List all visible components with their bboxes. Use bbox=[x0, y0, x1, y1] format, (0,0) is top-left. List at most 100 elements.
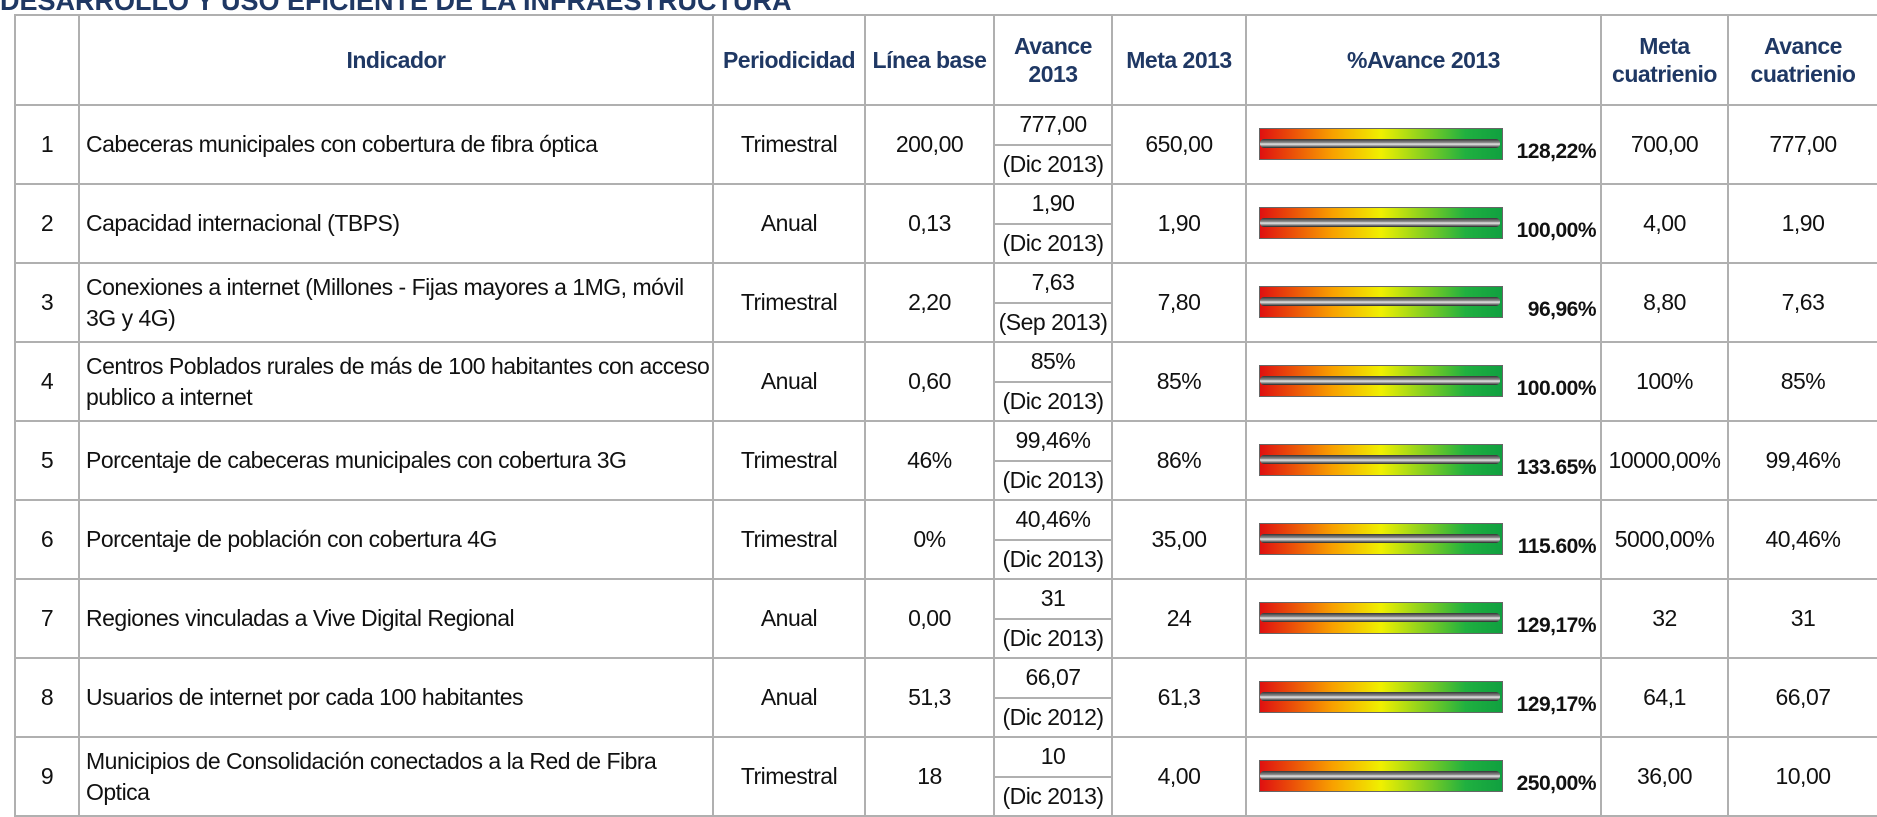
term-goal: 100% bbox=[1600, 341, 1729, 422]
term-progress: 40,46% bbox=[1727, 499, 1877, 580]
gauge-cell: 129,17% bbox=[1245, 657, 1602, 738]
header-cell: Periodicidad bbox=[712, 14, 866, 106]
gauge bbox=[1259, 681, 1503, 713]
progress-box: 7,63 (Sep 2013) bbox=[996, 265, 1110, 341]
gauge-cell: 96,96% bbox=[1245, 262, 1602, 343]
progress-box: 99,46% (Dic 2013) bbox=[996, 423, 1110, 499]
progress-date: (Dic 2013) bbox=[996, 617, 1110, 657]
indicator: Porcentaje de población con cobertura 4G bbox=[78, 499, 714, 580]
gauge-cell: 100,00% bbox=[1245, 183, 1602, 264]
periodicity: Anual bbox=[712, 183, 866, 264]
percent: 100,00% bbox=[1516, 219, 1597, 242]
header-cell: Meta cuatrienio bbox=[1600, 14, 1729, 106]
progress-date: (Sep 2013) bbox=[996, 301, 1110, 341]
row-number: 3 bbox=[14, 262, 80, 343]
progress-cell: 777,00 (Dic 2013) bbox=[993, 104, 1113, 185]
indicator: Regiones vinculadas a Vive Digital Regio… bbox=[78, 578, 714, 659]
goal: 4,00 bbox=[1111, 736, 1247, 817]
progress-box: 66,07 (Dic 2012) bbox=[996, 660, 1110, 736]
term-progress: 85% bbox=[1727, 341, 1877, 422]
progress-cell: 66,07 (Dic 2012) bbox=[993, 657, 1113, 738]
baseline: 0,00 bbox=[864, 578, 995, 659]
gauge-needle bbox=[1260, 297, 1500, 306]
baseline: 0,60 bbox=[864, 341, 995, 422]
table-row: 1 Cabeceras municipales con cobertura de … bbox=[14, 104, 1877, 185]
gauge-cell: 133.65% bbox=[1245, 420, 1602, 501]
term-goal: 5000,00% bbox=[1600, 499, 1729, 580]
periodicity: Trimestral bbox=[712, 104, 866, 185]
progress-value: 99,46% bbox=[1015, 427, 1091, 454]
percent: 133.65% bbox=[1516, 456, 1597, 479]
goal: 1,90 bbox=[1111, 183, 1247, 264]
gauge bbox=[1259, 286, 1503, 318]
goal: 24 bbox=[1111, 578, 1247, 659]
header-cell: Línea base bbox=[864, 14, 995, 106]
term-goal: 8,80 bbox=[1600, 262, 1729, 343]
goal: 7,80 bbox=[1111, 262, 1247, 343]
percent: 128,22% bbox=[1516, 140, 1597, 163]
baseline: 0,13 bbox=[864, 183, 995, 264]
progress-box: 40,46% (Dic 2013) bbox=[996, 502, 1110, 578]
progress-box: 777,00 (Dic 2013) bbox=[996, 107, 1110, 182]
gauge bbox=[1259, 128, 1503, 160]
term-goal: 10000,00% bbox=[1600, 420, 1729, 501]
periodicity: Anual bbox=[712, 657, 866, 738]
term-goal: 64,1 bbox=[1600, 657, 1729, 738]
indicator: Centros Poblados rurales de más de 100 h… bbox=[78, 341, 714, 422]
progress-box: 10 (Dic 2013) bbox=[996, 739, 1110, 815]
progress-date: (Dic 2013) bbox=[996, 380, 1110, 420]
gauge-cell: 115.60% bbox=[1245, 499, 1602, 580]
progress-date: (Dic 2013) bbox=[996, 538, 1110, 578]
progress-date: (Dic 2013) bbox=[996, 459, 1110, 499]
gauge-needle bbox=[1260, 771, 1500, 780]
periodicity: Trimestral bbox=[712, 499, 866, 580]
table-row: 9 Municipios de Consolidación conectados … bbox=[14, 736, 1877, 817]
indicator: Porcentaje de cabeceras municipales con … bbox=[78, 420, 714, 501]
term-progress: 31 bbox=[1727, 578, 1877, 659]
percent: 129,17% bbox=[1516, 614, 1597, 637]
progress-cell: 7,63 (Sep 2013) bbox=[993, 262, 1113, 343]
goal: 650,00 bbox=[1111, 104, 1247, 185]
baseline: 46% bbox=[864, 420, 995, 501]
term-progress: 66,07 bbox=[1727, 657, 1877, 738]
baseline: 2,20 bbox=[864, 262, 995, 343]
row-number: 5 bbox=[14, 420, 80, 501]
term-progress: 10,00 bbox=[1727, 736, 1877, 817]
periodicity: Trimestral bbox=[712, 262, 866, 343]
gauge bbox=[1259, 444, 1503, 476]
header-cell: Indicador bbox=[78, 14, 714, 106]
progress-cell: 1,90 (Dic 2013) bbox=[993, 183, 1113, 264]
gauge-cell: 128,22% bbox=[1245, 104, 1602, 185]
gauge-needle bbox=[1260, 139, 1500, 148]
gauge-cell: 250,00% bbox=[1245, 736, 1602, 817]
row-number: 4 bbox=[14, 341, 80, 422]
periodicity: Anual bbox=[712, 578, 866, 659]
indicator-table: Indicador Periodicidad Línea base Avance 20… bbox=[14, 14, 1877, 817]
gauge-needle bbox=[1260, 376, 1500, 385]
baseline: 51,3 bbox=[864, 657, 995, 738]
indicator: Municipios de Consolidación conectados a… bbox=[78, 736, 714, 817]
row-number: 7 bbox=[14, 578, 80, 659]
indicator: Cabeceras municipales con cobertura de f… bbox=[78, 104, 714, 185]
header-cell: %Avance 2013 bbox=[1245, 14, 1602, 106]
table-row: 3 Conexiones a internet (Millones - Fijas… bbox=[14, 262, 1877, 343]
progress-date: (Dic 2013) bbox=[996, 775, 1110, 815]
progress-value: 85% bbox=[1030, 348, 1076, 375]
baseline: 0% bbox=[864, 499, 995, 580]
table-row: 7 Regiones vinculadas a Vive Digital Regi… bbox=[14, 578, 1877, 659]
term-progress: 7,63 bbox=[1727, 262, 1877, 343]
progress-date: (Dic 2012) bbox=[996, 696, 1110, 736]
header-cell: Avance cuatrienio bbox=[1727, 14, 1877, 106]
indicator: Usuarios de internet por cada 100 habita… bbox=[78, 657, 714, 738]
table-body: 1 Cabeceras municipales con cobertura de … bbox=[14, 104, 1877, 817]
term-progress: 99,46% bbox=[1727, 420, 1877, 501]
periodicity: Anual bbox=[712, 341, 866, 422]
gauge-needle bbox=[1260, 218, 1500, 227]
percent: 129,17% bbox=[1516, 693, 1597, 716]
term-progress: 1,90 bbox=[1727, 183, 1877, 264]
goal: 85% bbox=[1111, 341, 1247, 422]
gauge bbox=[1259, 760, 1503, 792]
progress-value: 7,63 bbox=[1031, 269, 1075, 296]
gauge-needle bbox=[1260, 455, 1500, 464]
